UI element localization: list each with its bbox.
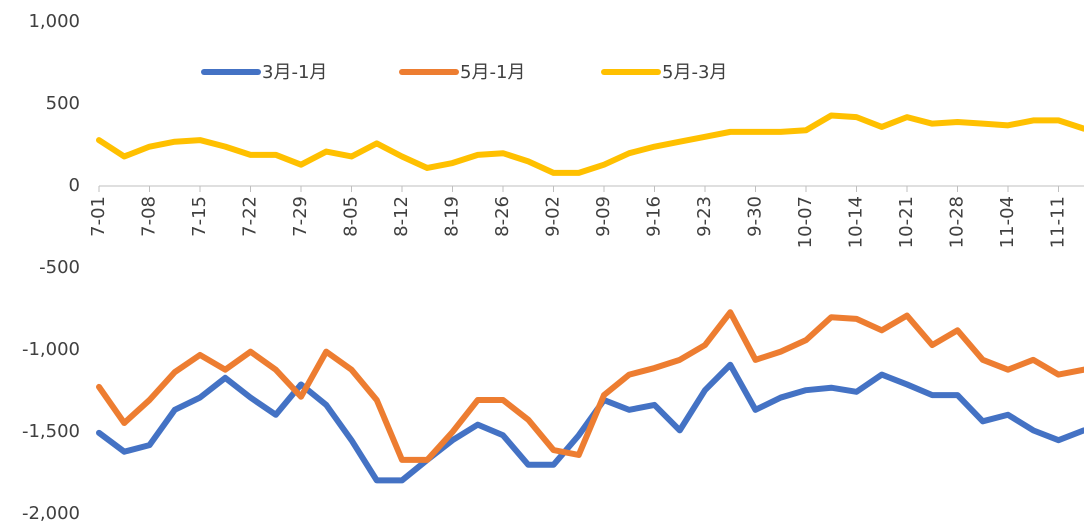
- x-tick-label: 7-22: [240, 196, 261, 237]
- x-tick-label: 8-26: [492, 196, 513, 237]
- series-line: [96, 112, 1084, 176]
- legend-label: 5月-1月: [460, 62, 525, 83]
- x-tick-label: 8-19: [442, 196, 463, 237]
- x-tick-label: 7-15: [189, 196, 210, 237]
- legend-label: 5月-3月: [662, 62, 727, 83]
- legend-label: 3月-1月: [262, 62, 327, 83]
- x-tick-label: 9-16: [644, 196, 665, 237]
- x-tick-label: 8-12: [391, 196, 412, 237]
- y-tick-label: -500: [39, 257, 80, 278]
- x-tick-label: 7-29: [290, 196, 311, 237]
- x-tick-label: 7-08: [139, 196, 160, 237]
- y-tick-label: -2,000: [22, 503, 80, 524]
- x-tick-label: 9-02: [543, 196, 564, 237]
- x-tick-label: 11-11: [1048, 196, 1069, 248]
- x-tick-label: 7-01: [88, 196, 109, 237]
- x-tick-label: 10-21: [896, 196, 917, 248]
- x-tick-label: 10-14: [846, 196, 867, 248]
- y-tick-label: -1,500: [22, 421, 80, 442]
- x-tick-label: 10-28: [947, 196, 968, 248]
- x-tick-label: 9-23: [694, 196, 715, 237]
- x-tick-label: 11-04: [997, 196, 1018, 248]
- series-line: [96, 309, 1084, 463]
- y-tick-label: 0: [69, 175, 80, 196]
- x-tick-label: 8-05: [341, 196, 362, 237]
- y-tick-label: -1,000: [22, 339, 80, 360]
- y-tick-label: 500: [46, 93, 80, 114]
- x-tick-label: 9-09: [593, 196, 614, 237]
- x-tick-label: 9-30: [745, 196, 766, 237]
- y-tick-label: 1,000: [28, 11, 80, 32]
- x-tick-label: 10-07: [795, 196, 816, 248]
